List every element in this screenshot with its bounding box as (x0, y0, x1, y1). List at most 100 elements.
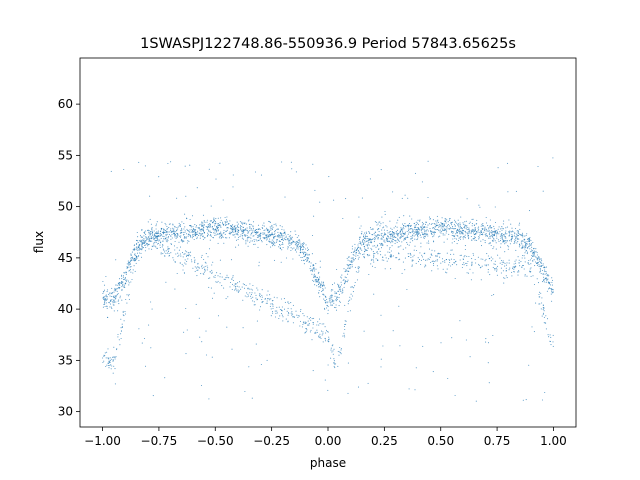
data-point-lower-branch (376, 251, 378, 253)
data-point-outlier (313, 215, 315, 217)
data-point-lower-branch (259, 306, 262, 308)
data-point-upper-branch (489, 232, 491, 234)
data-point-lower-branch (109, 361, 111, 363)
data-point-upper-branch (331, 294, 333, 296)
data-point-upper-branch (536, 258, 538, 260)
data-point-upper-branch (372, 228, 374, 230)
data-point-lower-branch (379, 250, 381, 252)
data-point-upper-branch (334, 295, 336, 297)
data-point-upper-branch (460, 236, 462, 238)
data-point-upper-branch (138, 255, 140, 257)
data-point-upper-branch (237, 231, 239, 234)
data-point-lower-branch (181, 263, 183, 265)
data-point-lower-branch (299, 320, 302, 322)
data-point-upper-branch (404, 233, 406, 235)
data-point-upper-branch (179, 224, 181, 226)
data-point-upper-branch (473, 238, 475, 240)
data-point-upper-branch (189, 231, 191, 233)
data-point-lower-branch (372, 259, 374, 261)
data-point-upper-branch (314, 276, 316, 278)
data-point-lower-branch (512, 266, 514, 268)
data-point-lower-branch (552, 345, 554, 347)
data-point-upper-branch (474, 227, 476, 229)
data-point-upper-branch (357, 246, 359, 248)
data-point-lower-branch (282, 316, 284, 318)
data-point-upper-branch (485, 216, 487, 219)
data-point-lower-branch (436, 255, 438, 257)
data-point-upper-branch (121, 280, 123, 282)
data-point-upper-branch (458, 231, 461, 233)
data-point-upper-branch (468, 229, 470, 231)
data-point-upper-branch (350, 261, 352, 263)
data-point-upper-branch (273, 233, 275, 236)
data-point-lower-branch (354, 281, 356, 284)
data-point-upper-branch (314, 270, 316, 272)
data-point-upper-branch (376, 224, 378, 226)
data-point-outlier (258, 265, 260, 267)
data-point-upper-branch (417, 224, 420, 226)
data-point-lower-branch (435, 255, 437, 257)
data-point-lower-branch (250, 297, 252, 299)
data-point-lower-branch (324, 326, 326, 328)
data-point-outlier (380, 169, 382, 171)
data-point-upper-branch (500, 228, 502, 230)
data-point-upper-branch (269, 238, 271, 240)
data-point-outlier (524, 246, 526, 248)
data-point-lower-branch (366, 254, 368, 256)
data-point-upper-branch (262, 232, 264, 234)
data-point-upper-branch (499, 240, 502, 242)
data-point-outlier (314, 189, 316, 191)
data-point-upper-branch (323, 307, 326, 309)
data-point-lower-branch (240, 288, 242, 290)
data-point-upper-branch (201, 222, 203, 224)
data-point-upper-branch (245, 239, 247, 241)
data-point-upper-branch (155, 236, 157, 238)
data-point-lower-branch (503, 262, 505, 264)
data-point-upper-branch (232, 224, 234, 226)
data-point-upper-branch (263, 229, 265, 232)
data-point-upper-branch (550, 288, 552, 290)
data-point-upper-branch (170, 229, 172, 232)
data-point-upper-branch (346, 281, 349, 283)
data-point-upper-branch (194, 229, 196, 231)
data-point-upper-branch (533, 253, 535, 255)
data-point-upper-branch (374, 231, 376, 233)
data-point-lower-branch (249, 292, 251, 294)
data-point-lower-branch (543, 310, 545, 312)
data-point-upper-branch (531, 246, 533, 248)
data-point-lower-branch (134, 270, 136, 272)
data-point-upper-branch (242, 230, 244, 232)
data-point-lower-branch (229, 286, 231, 288)
data-point-upper-branch (271, 225, 273, 227)
data-point-upper-branch (542, 273, 544, 276)
data-point-outlier (450, 253, 452, 255)
data-point-upper-branch (256, 232, 258, 234)
data-point-upper-branch (465, 232, 467, 234)
data-point-upper-branch (401, 227, 403, 229)
data-point-lower-branch (316, 331, 318, 333)
data-point-upper-branch (256, 231, 258, 233)
data-point-upper-branch (396, 229, 398, 231)
data-point-upper-branch (524, 241, 526, 243)
data-point-upper-branch (326, 302, 328, 304)
data-point-lower-branch (186, 254, 188, 256)
data-point-upper-branch (161, 232, 164, 234)
data-point-lower-branch (280, 309, 283, 311)
data-point-lower-branch (107, 357, 109, 359)
data-point-upper-branch (295, 241, 297, 243)
data-point-upper-branch (148, 233, 150, 235)
data-point-lower-branch (322, 341, 324, 343)
data-point-outlier (398, 305, 400, 307)
data-point-lower-branch (417, 257, 419, 259)
data-point-lower-branch (173, 259, 175, 261)
data-point-upper-branch (507, 245, 509, 247)
data-point-upper-branch (290, 231, 292, 233)
data-point-upper-branch (139, 248, 141, 250)
data-point-lower-branch (223, 287, 225, 289)
data-point-upper-branch (494, 231, 496, 233)
data-point-upper-branch (340, 281, 342, 283)
data-point-lower-branch (418, 259, 421, 261)
data-point-upper-branch (446, 219, 448, 221)
data-point-upper-branch (281, 228, 283, 230)
data-point-outlier (344, 304, 346, 306)
